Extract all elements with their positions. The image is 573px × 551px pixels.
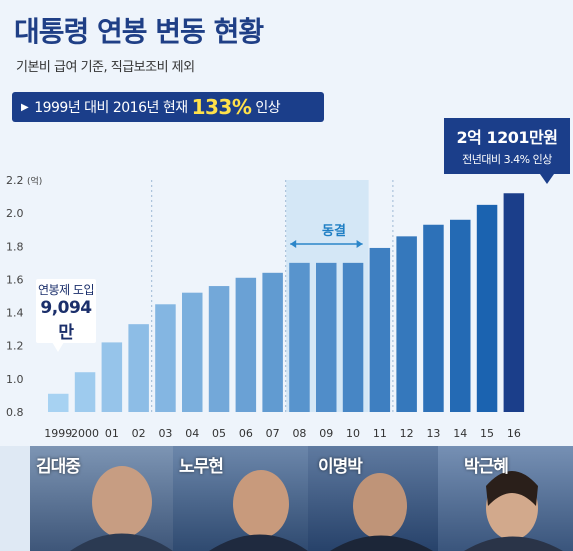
x-tick-label: 04 [185,427,199,440]
y-tick-label: 1.0 [6,373,24,386]
x-tick-label: 02 [132,427,146,440]
president-name-2: 노무현 [179,457,224,477]
y-tick-label: 2.2 [6,174,24,187]
president-name-1: 김대중 [36,457,81,477]
x-tick-label: 1999 [44,427,72,440]
highlight-callout: 2억 1201만원 전년대비 3.4% 인상 [444,118,570,174]
bar [369,247,391,412]
bar [423,224,444,412]
page-subtitle: 기본비 급여 기준, 직급보조비 제외 [16,60,195,75]
x-tick-label: 16 [507,427,521,440]
triangle-right-icon: ▶ [21,101,29,113]
banner-post-text: 인상 [255,100,281,116]
bar [74,372,96,412]
freeze-label: 동결 [322,224,346,239]
x-tick-label: 09 [319,427,333,440]
first-year-label-line1: 연봉제 도입 [37,283,95,297]
president-strip: 김대중 노무현 이명박 박근혜 [0,446,573,551]
page-title: 대통령 연봉 변동 현황 [14,15,264,48]
x-tick-label: 14 [453,427,467,440]
x-tick-label: 08 [292,427,306,440]
bar [48,393,69,412]
president-panel-2: 노무현 [173,446,308,551]
x-tick-label: 01 [105,427,119,440]
y-tick-label: 1.6 [6,273,24,286]
y-tick-label: 2.0 [6,207,24,220]
highlight-sub: 전년대비 3.4% 인상 [462,153,552,166]
president-name-3: 이명박 [318,457,363,477]
y-unit-label: (억) [27,175,42,187]
first-label-card [36,279,96,343]
x-tick-label: 15 [480,427,494,440]
bar [208,286,230,412]
y-tick-label: 1.8 [6,240,24,253]
portrait-silhouette-icon [330,473,433,551]
x-tick-label: 06 [239,427,253,440]
president-panel-4: 박근혜 [438,446,573,551]
x-tick-label: 11 [373,427,387,440]
label-pointer-icon [52,342,64,352]
president-panel-3: 이명박 [308,446,438,551]
bar [262,272,283,412]
increase-banner: ▶ 1999년 대비 2016년 현재 133% 인상 [12,92,324,122]
bar [503,193,525,412]
x-tick-label: 13 [426,427,440,440]
bar [101,342,123,412]
y-tick-label: 1.4 [6,307,24,320]
x-tick-label: 2000 [71,427,99,440]
x-tick-label: 07 [266,427,280,440]
highlight-value: 2억 1201만원 [456,128,558,147]
president-panel-1: 김대중 [30,446,173,551]
bar [450,219,471,412]
portrait-silhouette-icon [209,470,308,551]
x-tick-label: 10 [346,427,360,440]
bar [342,262,364,412]
bar [235,277,257,412]
bar [289,262,310,412]
freeze-arrow-right-icon [356,240,363,248]
bar [316,262,337,412]
x-tick-label: 03 [158,427,172,440]
bar [182,292,203,412]
bar [128,324,149,412]
bar [476,204,498,412]
first-year-label-line2: 9,094만 [40,298,92,343]
freeze-arrow-left-icon [290,240,297,248]
y-tick-label: 1.2 [6,340,24,353]
callout-pointer-icon [540,174,554,184]
x-tick-label: 05 [212,427,226,440]
bar [396,236,417,412]
bar [155,304,176,412]
portrait-silhouette-icon [464,471,563,551]
president-name-4: 박근혜 [464,457,509,477]
banner-percent: 133% [191,95,252,119]
banner-pre-text: 1999년 대비 2016년 현재 [34,100,188,116]
first-year-label: 연봉제 도입 9,094만 [36,281,96,343]
portrait-silhouette-icon [70,466,173,551]
y-tick-label: 0.8 [6,406,24,419]
x-tick-label: 12 [400,427,414,440]
